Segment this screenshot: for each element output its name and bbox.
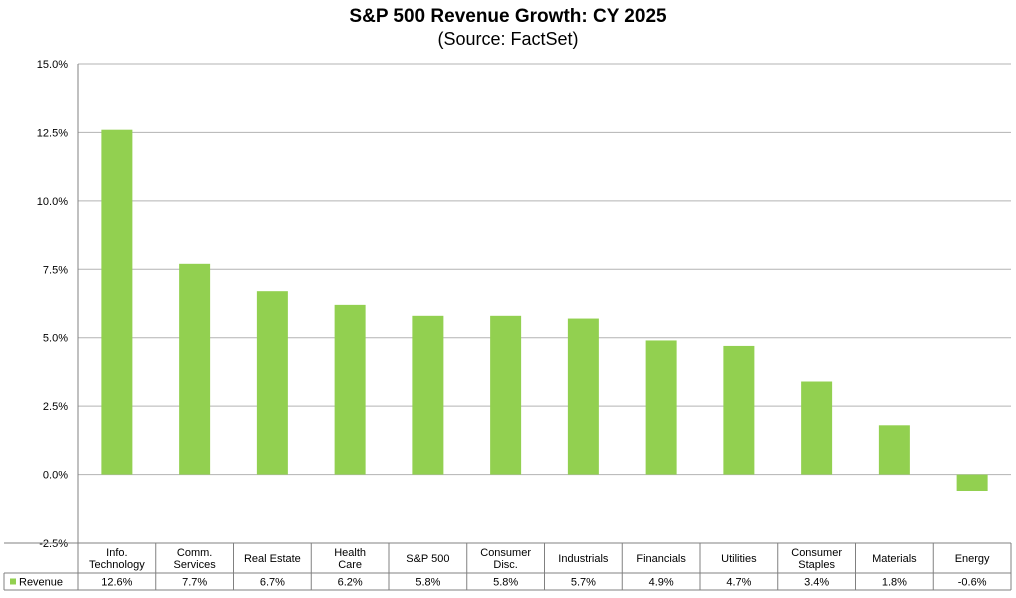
y-tick-label: 0.0% xyxy=(43,470,68,482)
value-label: 12.6% xyxy=(101,577,132,589)
y-tick-label: 10.0% xyxy=(37,196,68,208)
bar xyxy=(567,318,599,475)
y-tick-label: 12.5% xyxy=(37,127,68,139)
bar xyxy=(723,345,755,475)
bar xyxy=(956,474,988,491)
category-label: Consumer Staples xyxy=(791,547,842,571)
bar xyxy=(490,315,522,475)
bar xyxy=(256,291,288,475)
value-label: 5.8% xyxy=(493,577,518,589)
bars xyxy=(101,129,988,491)
category-label: Health Care xyxy=(334,547,366,571)
y-tick-label: 7.5% xyxy=(43,264,68,276)
value-label: 4.9% xyxy=(649,577,674,589)
bar xyxy=(878,425,910,475)
y-tick-label: -2.5% xyxy=(39,538,68,550)
value-label: 5.7% xyxy=(571,577,596,589)
value-label: -0.6% xyxy=(958,577,987,589)
bar xyxy=(101,129,133,475)
bar xyxy=(179,263,211,475)
category-label: Consumer Disc. xyxy=(480,547,531,571)
value-label: 7.7% xyxy=(182,577,207,589)
value-label: 6.2% xyxy=(338,577,363,589)
value-label: 5.8% xyxy=(415,577,440,589)
category-label: Materials xyxy=(872,553,917,565)
category-label: Financials xyxy=(636,553,686,565)
category-label: Real Estate xyxy=(244,553,301,565)
chart-subtitle: (Source: FactSet) xyxy=(437,29,578,49)
category-label: Utilities xyxy=(721,553,757,565)
gridlines xyxy=(78,63,1011,544)
legend-swatch xyxy=(10,578,16,585)
category-label: S&P 500 xyxy=(406,553,449,565)
category-label: Energy xyxy=(955,553,990,565)
y-tick-label: 5.0% xyxy=(43,333,68,345)
y-tick-label: 15.0% xyxy=(37,59,68,71)
bar xyxy=(801,381,833,475)
axes: 15.0% 12.5% 10.0% 7.5% 5.0% 2.5% 0.0% -2.5% xyxy=(37,59,79,590)
value-label: 4.7% xyxy=(726,577,751,589)
category-label: Info. Technology xyxy=(89,547,145,571)
y-tick-label: 2.5% xyxy=(43,401,68,413)
category-label: Comm. Services xyxy=(174,547,217,571)
bar xyxy=(645,340,677,475)
legend-label: Revenue xyxy=(19,577,63,589)
bar xyxy=(412,315,444,475)
bar xyxy=(334,304,366,475)
chart-title: S&P 500 Revenue Growth: CY 2025 xyxy=(349,6,667,27)
value-label: 6.7% xyxy=(260,577,285,589)
value-label: 3.4% xyxy=(804,577,829,589)
data-table: Info. Technology Comm. Services Real Estate H… xyxy=(3,542,1012,591)
category-label: Industrials xyxy=(558,553,609,565)
value-label: 1.8% xyxy=(882,577,907,589)
